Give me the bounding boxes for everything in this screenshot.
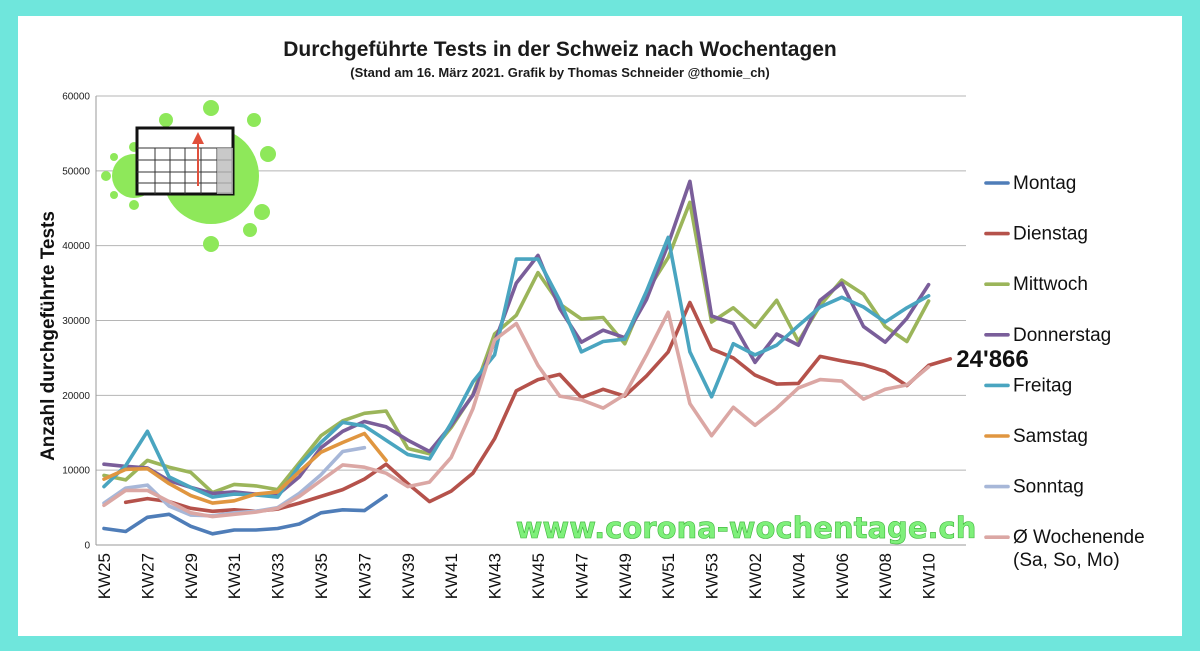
x-tick-label: KW47 xyxy=(572,553,591,599)
x-tick-label: KW06 xyxy=(833,553,852,599)
series-line-sonntag xyxy=(102,445,367,518)
chart-title: Durchgeführte Tests in der Schweiz nach … xyxy=(283,38,837,61)
x-tick-label: KW35 xyxy=(312,553,331,599)
chart-frame: Durchgeführte Tests in der Schweiz nach … xyxy=(18,16,1182,636)
chart: Durchgeführte Tests in der Schweiz nach … xyxy=(38,38,1145,599)
legend-label: Montag xyxy=(1013,173,1076,194)
series-line-freitag xyxy=(102,235,931,499)
y-tick-label: 10000 xyxy=(62,466,90,477)
x-tick-label: KW41 xyxy=(442,553,461,599)
x-tick-label: KW49 xyxy=(616,553,635,599)
x-tick-label: KW27 xyxy=(138,553,157,599)
legend-label: Ø Wochenende xyxy=(1013,527,1145,548)
y-tick-label: 40000 xyxy=(62,241,90,252)
legend-label: Mittwoch xyxy=(1013,274,1088,295)
y-tick-label: 50000 xyxy=(62,166,90,177)
legend-label: Freitag xyxy=(1013,375,1072,396)
legend-label: Dienstag xyxy=(1013,224,1088,245)
chart-subtitle: (Stand am 16. März 2021. Grafik by Thoma… xyxy=(350,65,769,80)
y-tick-label: 60000 xyxy=(62,92,90,103)
legend-label: (Sa, So, Mo) xyxy=(1013,550,1120,571)
virus-table-logo xyxy=(101,100,276,252)
x-tick-label: KW53 xyxy=(703,553,722,599)
x-tick-label: KW04 xyxy=(789,553,808,599)
series-line-montag xyxy=(102,493,388,536)
x-tick-label: KW51 xyxy=(659,553,678,599)
y-tick-label: 30000 xyxy=(62,316,90,327)
website-watermark: www.corona-wochentage.ch xyxy=(516,511,977,545)
x-tick-label: KW02 xyxy=(746,553,765,599)
series-line-donnerstag xyxy=(102,179,931,497)
x-tick-label: KW08 xyxy=(876,553,895,599)
x-tick-label: KW25 xyxy=(95,553,114,599)
y-axis-label: Anzahl durchgeführte Tests xyxy=(38,211,59,461)
value-annotation: 24'866 xyxy=(956,346,1028,373)
y-tick-labels: 0 10000 20000 30000 40000 50000 60000 xyxy=(62,92,90,552)
series-lines xyxy=(102,179,953,536)
series-line-dienstag xyxy=(123,300,953,514)
series-line-wochenende xyxy=(102,310,931,519)
x-tick-label: KW37 xyxy=(355,553,374,599)
legend: Montag Dienstag Mittwoch Donnerstag Freitag S… xyxy=(984,173,1145,571)
series-line-mittwoch xyxy=(102,200,931,495)
x-tick-label: KW10 xyxy=(920,553,939,599)
x-tick-label: KW45 xyxy=(529,553,548,599)
x-tick-labels: KW25 KW27 KW29 KW31 KW33 KW35 KW37 KW39 KW41 KW43… xyxy=(95,553,939,599)
x-tick-label: KW33 xyxy=(269,553,288,599)
x-tick-label: KW43 xyxy=(486,553,505,599)
x-tick-label: KW39 xyxy=(399,553,418,599)
y-tick-label: 20000 xyxy=(62,391,90,402)
y-tick-label: 0 xyxy=(84,541,90,552)
x-tick-label: KW31 xyxy=(225,553,244,599)
legend-label: Samstag xyxy=(1013,426,1088,447)
series-line-samstag xyxy=(102,431,388,505)
legend-label: Donnerstag xyxy=(1013,325,1111,346)
legend-label: Sonntag xyxy=(1013,477,1084,498)
x-tick-label: KW29 xyxy=(182,553,201,599)
